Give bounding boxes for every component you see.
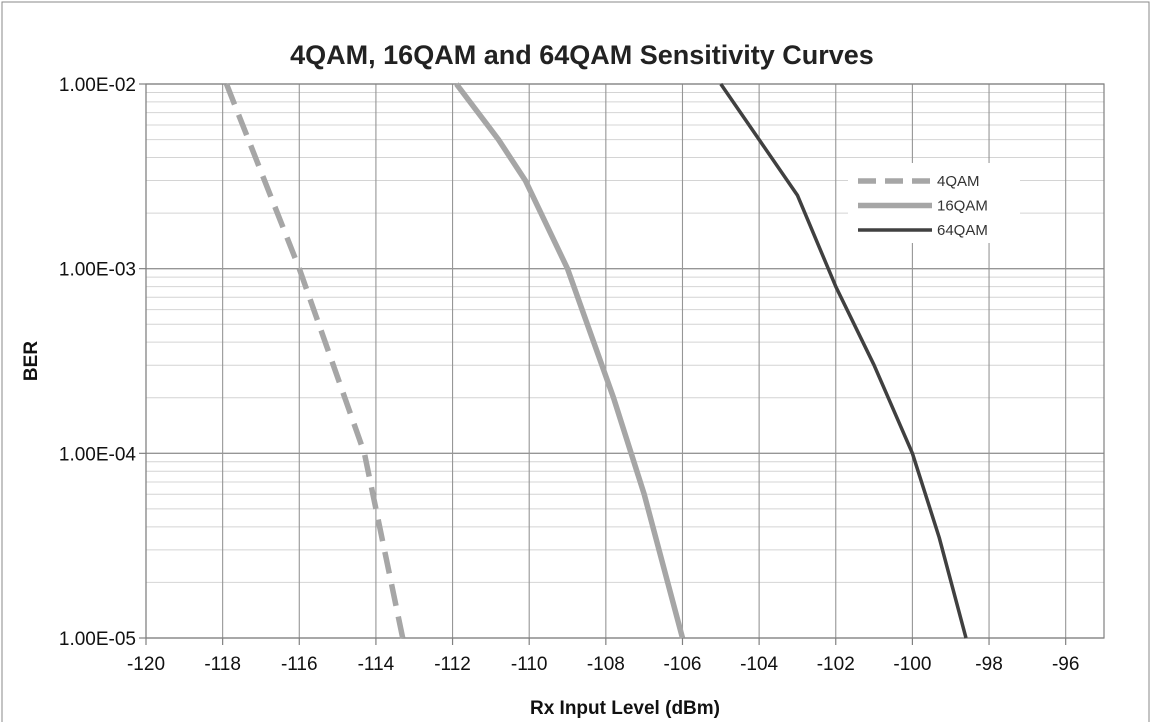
x-tick-label: -98 (975, 654, 1002, 675)
x-tick-label: -110 (511, 654, 548, 675)
legend-label-16qam: 16QAM (937, 198, 988, 215)
x-tick-label: -96 (1052, 654, 1079, 675)
series-line-64qam (719, 83, 968, 639)
x-tick-label: -120 (127, 654, 165, 675)
y-tick-label: 1.00E-03 (59, 260, 136, 281)
chart-title: 4QAM, 16QAM and 64QAM Sensitivity Curves (290, 40, 874, 70)
x-tick-label: -112 (434, 654, 471, 675)
y-tick-label: 1.00E-04 (59, 444, 137, 465)
x-tick-label: -100 (893, 654, 931, 675)
x-axis-title: Rx Input Level (dBm) (530, 698, 720, 719)
x-tick-label: -114 (358, 654, 395, 675)
x-tick-label: -108 (587, 654, 625, 675)
plot-area-border (145, 83, 1105, 639)
x-tick-label: -118 (204, 654, 241, 675)
legend: 4QAM 16QAM 64QAM (848, 163, 1020, 243)
series-line-16qam (454, 82, 686, 639)
y-tick-label: 1.00E-05 (59, 629, 136, 650)
x-axis-ticks: -120 -118 -116 -114 -112 -110 -108 -106 -104 -102… (127, 638, 1079, 675)
series-line-4qam (223, 82, 406, 639)
legend-label-64qam: 64QAM (937, 222, 988, 239)
y-axis-ticks: 1.00E-02 1.00E-03 1.00E-04 1.00E-05 (59, 75, 146, 650)
x-tick-label: -104 (740, 654, 778, 675)
x-tick-label: -106 (663, 654, 701, 675)
y-tick-label: 1.00E-02 (59, 75, 136, 96)
x-tick-label: -116 (281, 654, 318, 675)
legend-label-4qam: 4QAM (937, 173, 980, 190)
series-layer (223, 82, 968, 639)
x-tick-label: -102 (817, 654, 855, 675)
y-axis-title: BER (21, 341, 42, 381)
